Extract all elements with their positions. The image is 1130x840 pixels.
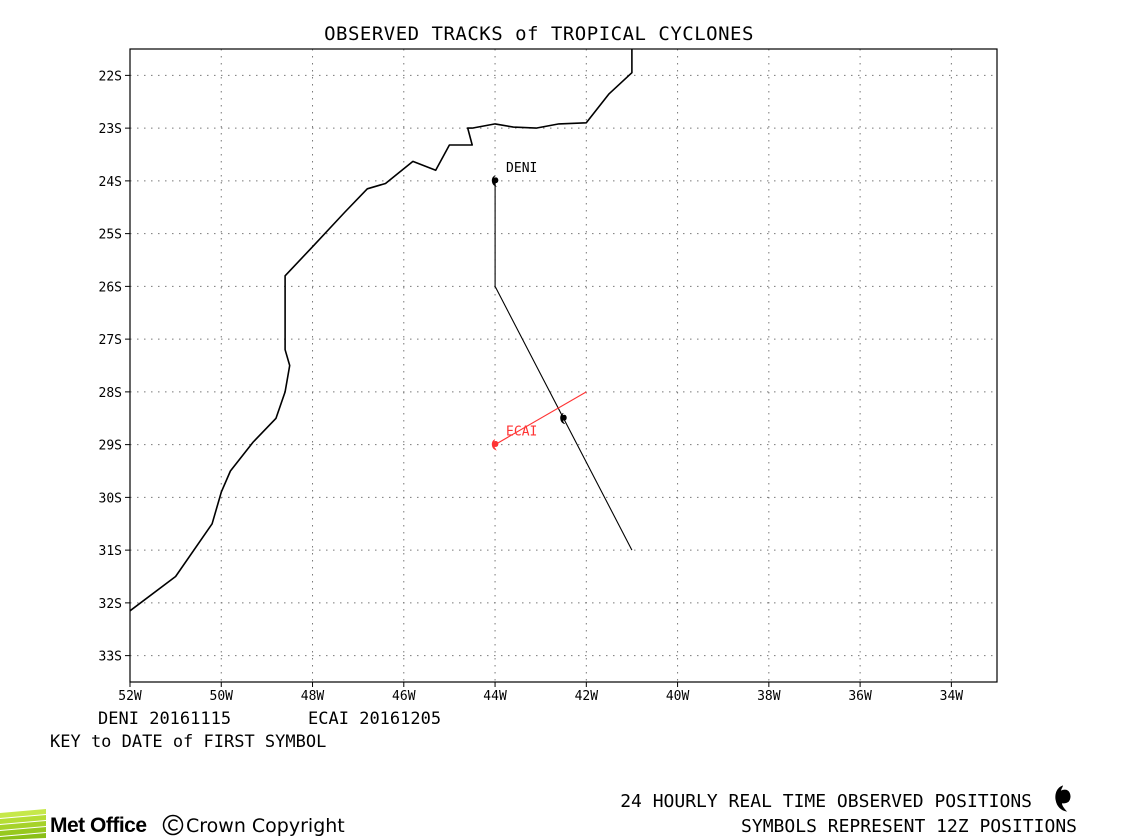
x-tick-label: 42W	[575, 689, 599, 704]
x-tick-label: 50W	[210, 689, 234, 704]
y-tick-label: 33S	[99, 650, 122, 665]
storm-ecai: ECAI	[491, 391, 587, 451]
copyright-symbol-icon	[162, 814, 184, 836]
footer-line-2: SYMBOLS REPRESENT 12Z POSITIONS	[741, 816, 1077, 837]
key-name-ecai: ECAI	[308, 709, 349, 729]
key-entry-ecai: ECAI 20161205	[308, 709, 441, 729]
y-tick-label: 31S	[99, 544, 122, 559]
x-tick-label: 36W	[848, 689, 872, 704]
map-title: OBSERVED TRACKS of TROPICAL CYCLONES	[324, 23, 754, 45]
cyclone-symbol-icon	[491, 175, 499, 187]
x-tick-label: 40W	[666, 689, 690, 704]
footer-line-1: 24 HOURLY REAL TIME OBSERVED POSITIONS	[620, 791, 1032, 812]
met-office-logo-text: Met Office	[50, 814, 147, 837]
key-name-deni: DENI	[98, 709, 139, 729]
coastline-line	[129, 49, 633, 612]
coastline	[129, 49, 633, 612]
y-tick-label: 23S	[99, 122, 122, 137]
copyright-text: Crown Copyright	[186, 815, 345, 837]
x-tick-label: 48W	[301, 689, 325, 704]
storm-tracks: DENI ECAI	[491, 161, 633, 551]
y-tick-label: 24S	[99, 175, 122, 190]
met-office-wave-logo-icon	[0, 809, 46, 840]
track-line-deni	[494, 180, 633, 551]
y-tick-label: 28S	[99, 386, 122, 401]
cyclone-symbol-icon	[491, 439, 499, 451]
longitude-tick-labels: 52W 50W 48W 46W 44W 42W 40W 38W 36W 34W	[118, 682, 963, 704]
x-tick-label: 52W	[118, 689, 142, 704]
y-tick-label: 26S	[99, 280, 122, 295]
storm-deni: DENI	[491, 161, 633, 551]
y-tick-label: 27S	[99, 333, 122, 348]
key-entry-deni: DENI 20161115	[98, 709, 231, 729]
cyclone-symbol-icon	[560, 412, 567, 425]
storm-label-ecai: ECAI	[506, 425, 537, 440]
grid-lines	[130, 49, 997, 682]
track-line-ecai	[494, 391, 587, 446]
x-tick-label: 44W	[483, 689, 507, 704]
latitude-tick-labels: 22S 23S 24S 25S 26S 27S 28S 29S 30S 31S 32S 33S	[99, 69, 130, 665]
x-tick-label: 46W	[392, 689, 416, 704]
y-tick-label: 22S	[99, 69, 122, 84]
tropical-cyclone-symbol-icon	[1055, 785, 1071, 812]
key-date-deni: 20161115	[149, 709, 231, 729]
y-tick-label: 29S	[99, 439, 122, 454]
x-tick-label: 34W	[940, 689, 964, 704]
plot-frame	[129, 48, 998, 683]
y-tick-label: 25S	[99, 228, 122, 243]
y-tick-label: 32S	[99, 597, 122, 612]
x-tick-label: 38W	[757, 689, 781, 704]
key-caption: KEY to DATE of FIRST SYMBOL	[50, 732, 326, 752]
storm-label-deni: DENI	[506, 161, 537, 176]
key-date-ecai: 20161205	[359, 709, 441, 729]
y-tick-label: 30S	[99, 491, 122, 506]
